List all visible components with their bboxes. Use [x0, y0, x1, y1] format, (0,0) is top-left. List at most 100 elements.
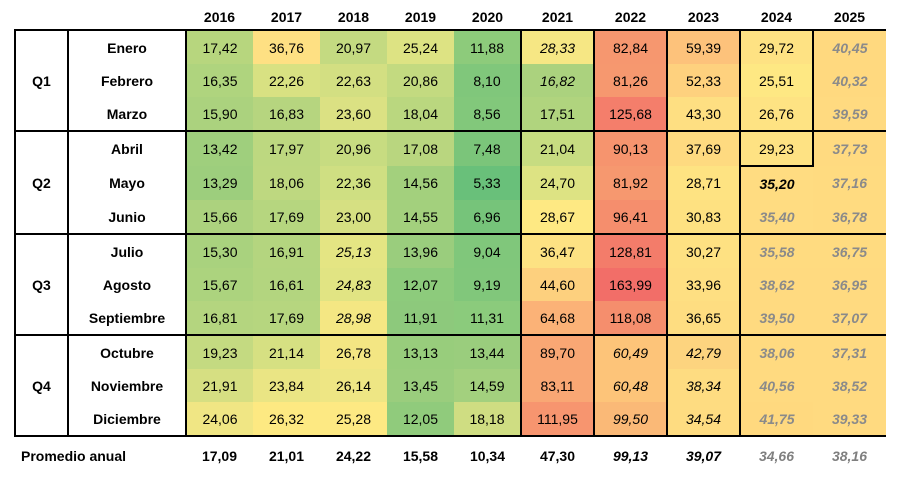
average-value: 47,30	[539, 448, 576, 464]
value-cell: 26,14	[320, 369, 387, 402]
value-cell: 24,70	[521, 166, 595, 200]
year-header: 2019	[404, 8, 437, 25]
value-cell: 22,63	[320, 64, 387, 97]
value-cell: 13,44	[454, 334, 522, 369]
month-label: Febrero	[68, 64, 187, 97]
value-cell: 15,66	[185, 200, 253, 235]
value-cell: 111,95	[521, 402, 595, 437]
value-cell: 24,06	[185, 402, 253, 437]
value-cell: 163,99	[594, 268, 668, 301]
quarter-label: Q3	[14, 233, 69, 336]
value-cell: 11,91	[387, 301, 454, 336]
value-cell: 34,54	[667, 402, 741, 437]
monthly-values-table: 2016 2017 2018 2019 2020 2021 2022 2023 …	[14, 4, 886, 475]
value-cell: 16,81	[185, 301, 253, 336]
value-cell: 8,10	[454, 64, 522, 97]
value-cell: 15,30	[185, 233, 253, 268]
value-cell: 13,45	[387, 369, 454, 402]
average-row: Promedio anual 17,09 21,01 24,22 15,58 10,34 4…	[15, 436, 886, 475]
value-cell: 40,56	[740, 369, 813, 402]
value-cell: 64,68	[521, 301, 595, 336]
value-cell: 14,55	[387, 200, 454, 235]
value-cell: 14,56	[387, 166, 454, 200]
table-row: Agosto 15,67 16,61 24,83 12,07 9,19 44,60 163,9…	[15, 268, 886, 301]
value-cell: 26,78	[320, 334, 387, 369]
value-cell: 18,06	[253, 166, 320, 200]
quarter-label: Q1	[14, 29, 69, 132]
value-cell: 16,61	[253, 268, 320, 301]
value-cell: 20,96	[320, 130, 387, 166]
value-cell: 29,23	[740, 130, 814, 167]
value-cell: 11,88	[454, 29, 522, 64]
value-cell: 18,18	[454, 402, 522, 437]
value-cell: 16,35	[185, 64, 253, 97]
average-value: 24,22	[335, 448, 372, 464]
value-cell: 43,30	[667, 97, 741, 132]
value-cell: 7,48	[454, 130, 522, 166]
value-cell: 17,51	[521, 97, 595, 132]
value-cell: 26,76	[740, 97, 814, 132]
value-cell: 38,34	[667, 369, 741, 402]
value-cell: 22,26	[253, 64, 320, 97]
month-label: Enero	[68, 29, 187, 64]
year-header: 2016	[203, 8, 236, 25]
average-value: 17,09	[201, 448, 238, 464]
average-value: 39,07	[685, 448, 722, 464]
value-cell: 40,45	[813, 29, 886, 64]
value-cell: 38,06	[740, 334, 813, 369]
value-cell: 28,33	[521, 29, 595, 64]
value-cell: 37,73	[813, 130, 886, 166]
value-cell: 90,13	[594, 130, 668, 166]
value-cell: 17,97	[253, 130, 320, 166]
value-cell: 23,84	[253, 369, 320, 402]
value-cell: 8,56	[454, 97, 522, 132]
value-cell: 36,65	[667, 301, 741, 336]
average-value: 21,01	[268, 448, 305, 464]
value-cell: 12,05	[387, 402, 454, 437]
table-row: Junio 15,66 17,69 23,00 14,55 6,96 28,67 96,41 3…	[15, 200, 886, 235]
value-cell: 16,83	[253, 97, 320, 132]
value-cell: 37,69	[667, 130, 741, 166]
value-cell: 35,40	[740, 200, 813, 235]
table-row: Marzo 15,90 16,83 23,60 18,04 8,56 17,51 125,68…	[15, 97, 886, 132]
value-cell: 59,39	[667, 29, 741, 64]
value-cell: 22,36	[320, 166, 387, 200]
value-cell: 9,19	[454, 268, 522, 301]
table-row: Diciembre 24,06 26,32 25,28 12,05 18,18 111,95…	[15, 402, 886, 437]
value-cell: 28,98	[320, 301, 387, 336]
value-cell: 9,04	[454, 233, 522, 268]
value-cell: 13,96	[387, 233, 454, 268]
month-label: Agosto	[68, 268, 187, 301]
value-cell: 28,71	[667, 166, 741, 200]
year-header: 2020	[471, 8, 504, 25]
value-cell: 25,13	[320, 233, 387, 268]
month-label: Noviembre	[68, 369, 187, 402]
value-cell: 35,58	[740, 233, 813, 268]
value-cell: 99,50	[594, 402, 668, 437]
value-cell: 17,08	[387, 130, 454, 166]
average-value: 38,16	[831, 448, 868, 464]
average-value: 99,13	[612, 448, 649, 464]
value-cell: 23,60	[320, 97, 387, 132]
value-cell: 25,24	[387, 29, 454, 64]
value-cell: 15,90	[185, 97, 253, 132]
year-header: 2022	[614, 8, 647, 25]
table-row: Q2 Abril 13,42 17,97 20,96 17,08 7,48 21,04 90,1…	[14, 130, 886, 235]
value-cell: 13,29	[185, 166, 253, 200]
month-label: Septiembre	[68, 301, 187, 336]
month-label: Mayo	[68, 166, 187, 200]
value-cell: 39,59	[813, 97, 886, 132]
value-cell: 15,67	[185, 268, 253, 301]
value-cell: 12,07	[387, 268, 454, 301]
value-cell: 44,60	[521, 268, 595, 301]
value-cell: 36,47	[521, 233, 595, 268]
value-cell: 20,86	[387, 64, 454, 97]
average-label: Promedio anual	[21, 448, 127, 464]
value-cell: 37,07	[813, 301, 886, 336]
year-header: 2023	[687, 8, 720, 25]
value-cell: 17,69	[253, 301, 320, 336]
value-cell: 17,42	[185, 29, 253, 64]
value-cell: 82,84	[594, 29, 668, 64]
value-cell: 96,41	[594, 200, 668, 235]
value-cell: 81,26	[594, 64, 668, 97]
